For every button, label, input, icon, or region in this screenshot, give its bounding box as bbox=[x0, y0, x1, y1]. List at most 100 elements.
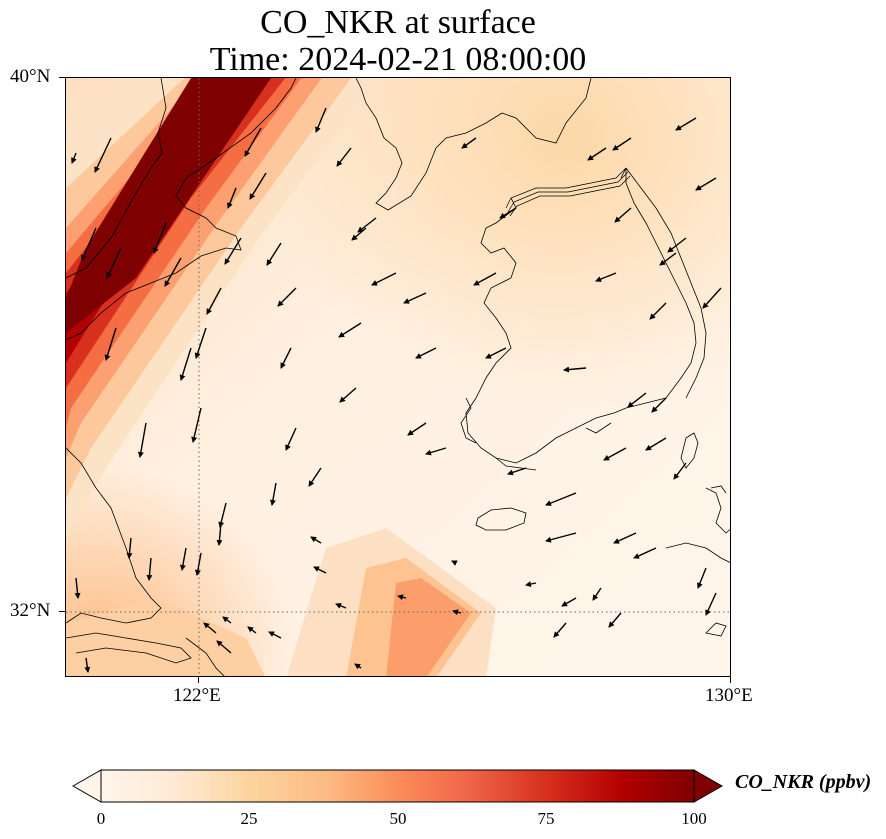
coastlines bbox=[66, 78, 730, 676]
wind-arrow bbox=[613, 532, 637, 544]
wind-arrow bbox=[563, 366, 587, 373]
wind-arrow bbox=[545, 532, 577, 543]
wind-vectors bbox=[71, 107, 722, 673]
wind-arrow bbox=[525, 581, 537, 587]
colorbar-tick-0: 0 bbox=[96, 809, 106, 828]
wind-arrow bbox=[269, 482, 277, 506]
wind-arrow bbox=[216, 640, 232, 654]
wind-arrow bbox=[473, 272, 497, 286]
colorbar bbox=[71, 769, 724, 803]
wind-arrow bbox=[126, 537, 133, 559]
wind-arrow bbox=[614, 207, 632, 223]
wind-arrow bbox=[561, 597, 577, 607]
wind-arrow bbox=[74, 577, 81, 599]
x-tick-mark-122e bbox=[198, 677, 199, 683]
wind-arrow bbox=[146, 557, 153, 581]
wind-arrow bbox=[227, 187, 237, 209]
wind-arrow bbox=[545, 492, 577, 506]
colorbar-gradient bbox=[100, 769, 695, 803]
map-panel bbox=[65, 77, 731, 677]
gridlines bbox=[66, 78, 730, 676]
wind-arrow bbox=[403, 292, 427, 304]
wind-arrow bbox=[667, 237, 687, 253]
wind-arrow bbox=[106, 247, 122, 279]
wind-arrow bbox=[645, 437, 667, 451]
map-time-subtitle: Time: 2024-02-21 08:00:00 bbox=[209, 41, 587, 78]
wind-arrow bbox=[357, 217, 377, 233]
colorbar-tick-50: 50 bbox=[389, 809, 407, 828]
colorbar-tick-100: 100 bbox=[681, 809, 707, 828]
wind-arrow bbox=[407, 422, 427, 436]
wind-arrow bbox=[222, 616, 232, 624]
wind-arrow bbox=[612, 137, 632, 151]
wind-arrow bbox=[84, 657, 91, 673]
wind-arrow bbox=[153, 222, 167, 254]
wind-arrow bbox=[268, 631, 282, 639]
wind-arrow bbox=[451, 560, 458, 566]
colorbar-title: CO_NKR (ppbv) bbox=[735, 771, 872, 793]
wind-arrow bbox=[249, 172, 267, 200]
wind-arrow bbox=[194, 552, 202, 576]
wind-arrow bbox=[310, 536, 322, 544]
wind-arrow bbox=[649, 302, 667, 320]
wind-arrow bbox=[339, 387, 357, 403]
wind-arrow bbox=[179, 347, 192, 381]
wind-arrow bbox=[203, 622, 217, 634]
x-tick-label-122e: 122°E bbox=[173, 685, 221, 706]
wind-arrow bbox=[695, 177, 717, 191]
wind-arrow bbox=[697, 567, 707, 589]
wind-arrow bbox=[397, 594, 407, 601]
wind-arrow bbox=[247, 626, 257, 634]
wind-arrow bbox=[313, 566, 327, 574]
x-tick-mark-130e bbox=[730, 677, 731, 683]
wind-arrow bbox=[224, 237, 242, 265]
wind-arrow bbox=[137, 422, 147, 458]
wind-arrow bbox=[280, 347, 292, 369]
wind-arrow bbox=[461, 137, 477, 149]
wind-arrow bbox=[81, 227, 97, 261]
wind-arrow bbox=[499, 207, 517, 219]
wind-arrow bbox=[452, 609, 462, 616]
wind-arrow bbox=[603, 447, 627, 461]
wind-arrow bbox=[702, 287, 722, 309]
wind-arrow bbox=[285, 427, 297, 451]
wind-arrow bbox=[485, 347, 507, 359]
wind-arrow bbox=[507, 467, 527, 476]
map-title: CO_NKR at surface bbox=[260, 4, 536, 41]
wind-arrow bbox=[587, 147, 607, 161]
wind-arrow bbox=[595, 272, 617, 282]
wind-arrow bbox=[627, 392, 647, 408]
wind-arrow bbox=[71, 152, 77, 164]
wind-arrow bbox=[592, 587, 602, 601]
wind-arrow bbox=[608, 612, 622, 628]
wind-arrow bbox=[315, 107, 327, 133]
wind-arrow bbox=[244, 127, 262, 157]
wind-arrow bbox=[338, 322, 362, 338]
wind-arrow bbox=[553, 622, 567, 638]
wind-arrow bbox=[335, 603, 347, 609]
y-tick-label-32n: 32°N bbox=[10, 600, 51, 621]
wind-arrow bbox=[179, 547, 187, 571]
wind-arrow bbox=[206, 287, 222, 315]
wind-arrow bbox=[425, 447, 447, 456]
wind-arrow bbox=[164, 257, 182, 287]
wind-arrow bbox=[371, 272, 397, 286]
x-tick-label-130e: 130°E bbox=[705, 685, 753, 706]
wind-arrow bbox=[673, 462, 687, 480]
wind-arrow bbox=[659, 252, 677, 266]
co-plume-secondary bbox=[66, 528, 496, 676]
colorbar-min-extend bbox=[71, 769, 102, 803]
wind-arrow bbox=[308, 467, 322, 487]
colorbar-max-extend bbox=[693, 769, 724, 803]
wind-arrow bbox=[194, 327, 207, 359]
colorbar-tick-25: 25 bbox=[240, 809, 258, 828]
wind-arrow bbox=[277, 287, 297, 307]
wind-arrow bbox=[216, 522, 223, 546]
wind-arrow bbox=[633, 547, 657, 559]
y-tick-label-40n: 40°N bbox=[10, 66, 51, 87]
y-tick-mark-32n bbox=[59, 611, 65, 612]
wind-arrow bbox=[651, 397, 667, 413]
y-tick-mark-40n bbox=[59, 77, 65, 78]
wind-arrow bbox=[266, 242, 282, 266]
co-plume-main bbox=[66, 78, 381, 538]
